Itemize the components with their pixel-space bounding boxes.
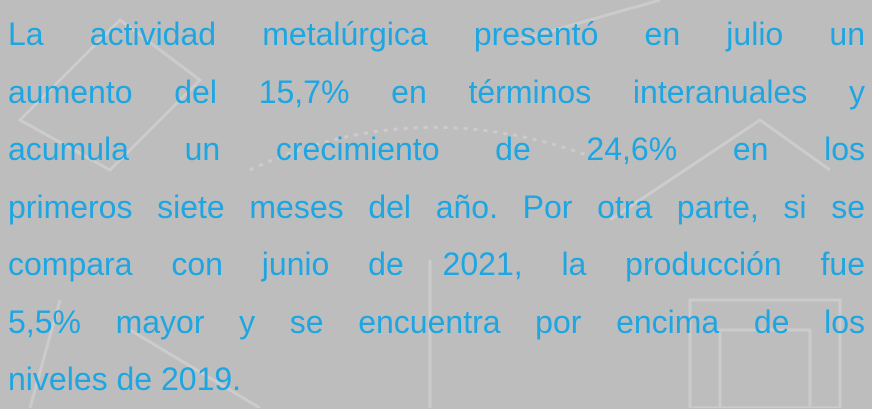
text-line: 5,5% mayor y se encuentra por encima de …: [8, 294, 865, 352]
text-line: acumula un crecimiento de 24,6% en los: [8, 121, 865, 179]
text-line: primeros siete meses del año. Por otra p…: [8, 179, 865, 237]
text-line: compara con junio de 2021, la producción…: [8, 236, 865, 294]
text-line: La actividad metalúrgica presentó en jul…: [8, 6, 865, 64]
text-line: niveles de 2019.: [8, 351, 865, 409]
text-line: aumento del 15,7% en términos interanual…: [8, 64, 865, 122]
page: La actividad metalúrgica presentó en jul…: [0, 0, 872, 408]
paragraph: La actividad metalúrgica presentó en jul…: [8, 6, 865, 409]
